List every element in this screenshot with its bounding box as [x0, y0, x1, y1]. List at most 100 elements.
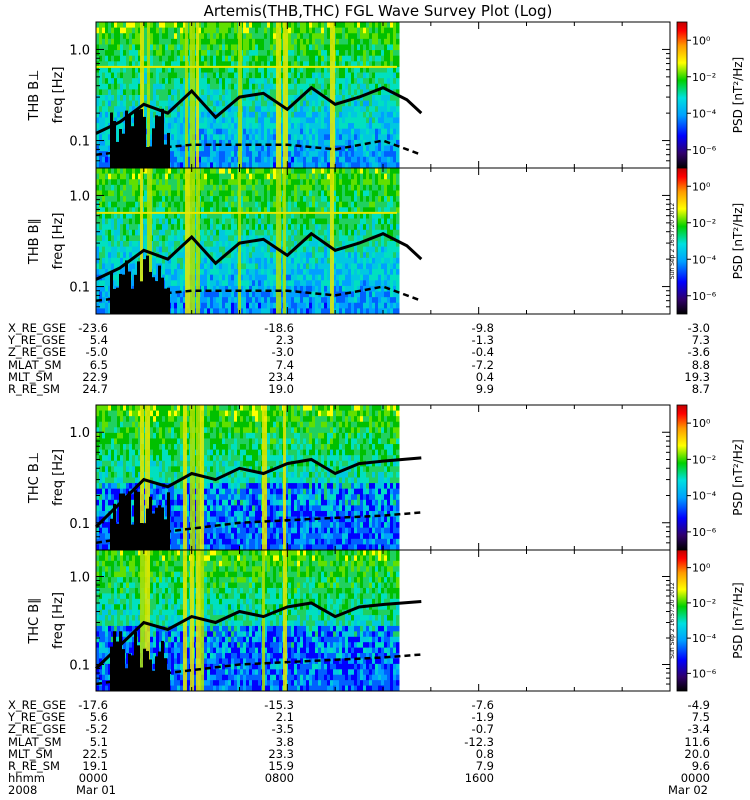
spectrogram-cell	[258, 156, 262, 163]
spectrogram-cell	[300, 106, 304, 113]
spectrogram-cell	[393, 111, 397, 118]
spectrogram-cell	[204, 50, 208, 57]
spectrogram-cell	[258, 44, 262, 51]
spectrogram-cell	[231, 117, 235, 124]
spectrogram-cell	[357, 111, 361, 118]
spectrogram-cell	[210, 246, 214, 253]
spectrogram-cell	[99, 168, 103, 175]
spectrogram-cell	[213, 55, 217, 62]
spectrogram-cell	[294, 72, 298, 79]
spectrogram-cell	[249, 72, 253, 79]
spectrogram-cell	[96, 22, 100, 29]
spectrogram-cell	[210, 162, 214, 169]
spectrogram-cell	[339, 78, 343, 85]
spectrogram-cell	[183, 263, 187, 270]
spectrogram-cell	[387, 95, 391, 102]
spectrogram-cell	[336, 269, 340, 276]
spectrogram-cell	[321, 252, 325, 259]
spectrogram-cell	[228, 156, 232, 163]
spectrogram-cell	[384, 151, 388, 158]
spectrogram-cell	[231, 190, 235, 197]
dropout-bar	[137, 109, 140, 168]
spectrogram-cell	[303, 151, 307, 158]
spectrogram-cell	[312, 139, 316, 147]
spectrogram-cell	[132, 269, 136, 276]
spectrogram-cell	[294, 257, 298, 264]
spectrogram-cell	[243, 111, 247, 118]
spectrogram-cell	[378, 106, 382, 113]
spectrogram-cell	[396, 151, 400, 158]
spectrogram-cell	[225, 173, 229, 180]
spectrogram-cell	[207, 297, 211, 304]
spectrogram-cell	[228, 235, 232, 242]
spectrogram-cell	[222, 139, 226, 147]
spectrogram-cell	[105, 196, 109, 203]
spectrogram-cell	[111, 190, 115, 197]
spectrogram-cell	[336, 235, 340, 242]
spectrogram-cell	[375, 55, 379, 62]
spectrogram-cell	[267, 123, 271, 130]
spectrogram-cell	[255, 196, 259, 203]
spectrogram-cell	[234, 55, 238, 62]
spectrogram-cell	[333, 263, 337, 270]
spectrogram-cell	[228, 224, 232, 231]
spectrogram-cell	[216, 201, 220, 208]
spectrogram-cell	[117, 55, 121, 62]
spectrogram-cell	[273, 201, 277, 208]
spectrogram-cell	[225, 22, 229, 29]
spectrogram-cell	[351, 297, 355, 304]
spectrogram-cell	[393, 55, 397, 62]
spectrogram-cell	[312, 274, 316, 281]
spectrogram-cell	[96, 190, 100, 197]
spectrogram-cell	[381, 123, 385, 130]
spectrogram-cell	[390, 95, 394, 102]
spectrogram-cell	[219, 196, 223, 203]
spectrogram-cell	[243, 44, 247, 51]
spectrogram-cell	[393, 95, 397, 102]
spectrogram-cell	[246, 95, 250, 102]
spectrogram-cell	[228, 212, 232, 220]
spectrogram-cell	[297, 274, 301, 281]
spectrogram-cell	[339, 257, 343, 264]
y-tick-label: 0.1	[69, 135, 90, 150]
spectrogram-cell	[210, 106, 214, 113]
spectrogram-cell	[213, 179, 217, 186]
spectrogram-cell	[267, 224, 271, 231]
spectrogram-cell	[336, 89, 340, 96]
spectrogram-cell	[339, 297, 343, 304]
spectrogram-cell	[360, 100, 364, 107]
spectrogram-cell	[345, 106, 349, 113]
spectrogram-cell	[99, 280, 103, 287]
spectrogram-cell	[219, 55, 223, 62]
spectrogram-cell	[255, 285, 259, 293]
spectrogram-cell	[174, 235, 178, 242]
spectrogram-cell	[261, 297, 265, 304]
spectrogram-cell	[369, 151, 373, 158]
spectrogram-cell	[105, 83, 109, 90]
spectrogram-cell	[357, 156, 361, 163]
spectrogram-cell	[153, 173, 157, 180]
spectrogram-cell	[348, 123, 352, 130]
spectrogram-cell	[300, 246, 304, 253]
spectrogram-cell	[162, 33, 166, 40]
spectrogram-cell	[255, 168, 259, 175]
spectrogram-cell	[246, 61, 250, 68]
spectrogram-cell	[303, 134, 307, 141]
spectrogram-cell	[264, 66, 268, 74]
spectrogram-cell	[114, 44, 118, 51]
spectrogram-cell	[303, 145, 307, 152]
spectrogram-cell	[234, 241, 238, 248]
spectrogram-cell	[165, 100, 169, 107]
spectrogram-cell	[273, 229, 277, 236]
spectrogram-cell	[288, 184, 292, 191]
spectrogram-cell	[216, 246, 220, 253]
spectrogram-cell	[165, 134, 169, 141]
spectrogram-cell	[213, 168, 217, 175]
spectrogram-cell	[165, 168, 169, 175]
spectrogram-cell	[105, 285, 109, 293]
spectrogram-cell	[102, 61, 106, 68]
spectrogram-cell	[171, 212, 175, 220]
spectrogram-cell	[324, 263, 328, 270]
spectrogram-cell	[120, 168, 124, 175]
spectrogram-cell	[369, 162, 373, 169]
